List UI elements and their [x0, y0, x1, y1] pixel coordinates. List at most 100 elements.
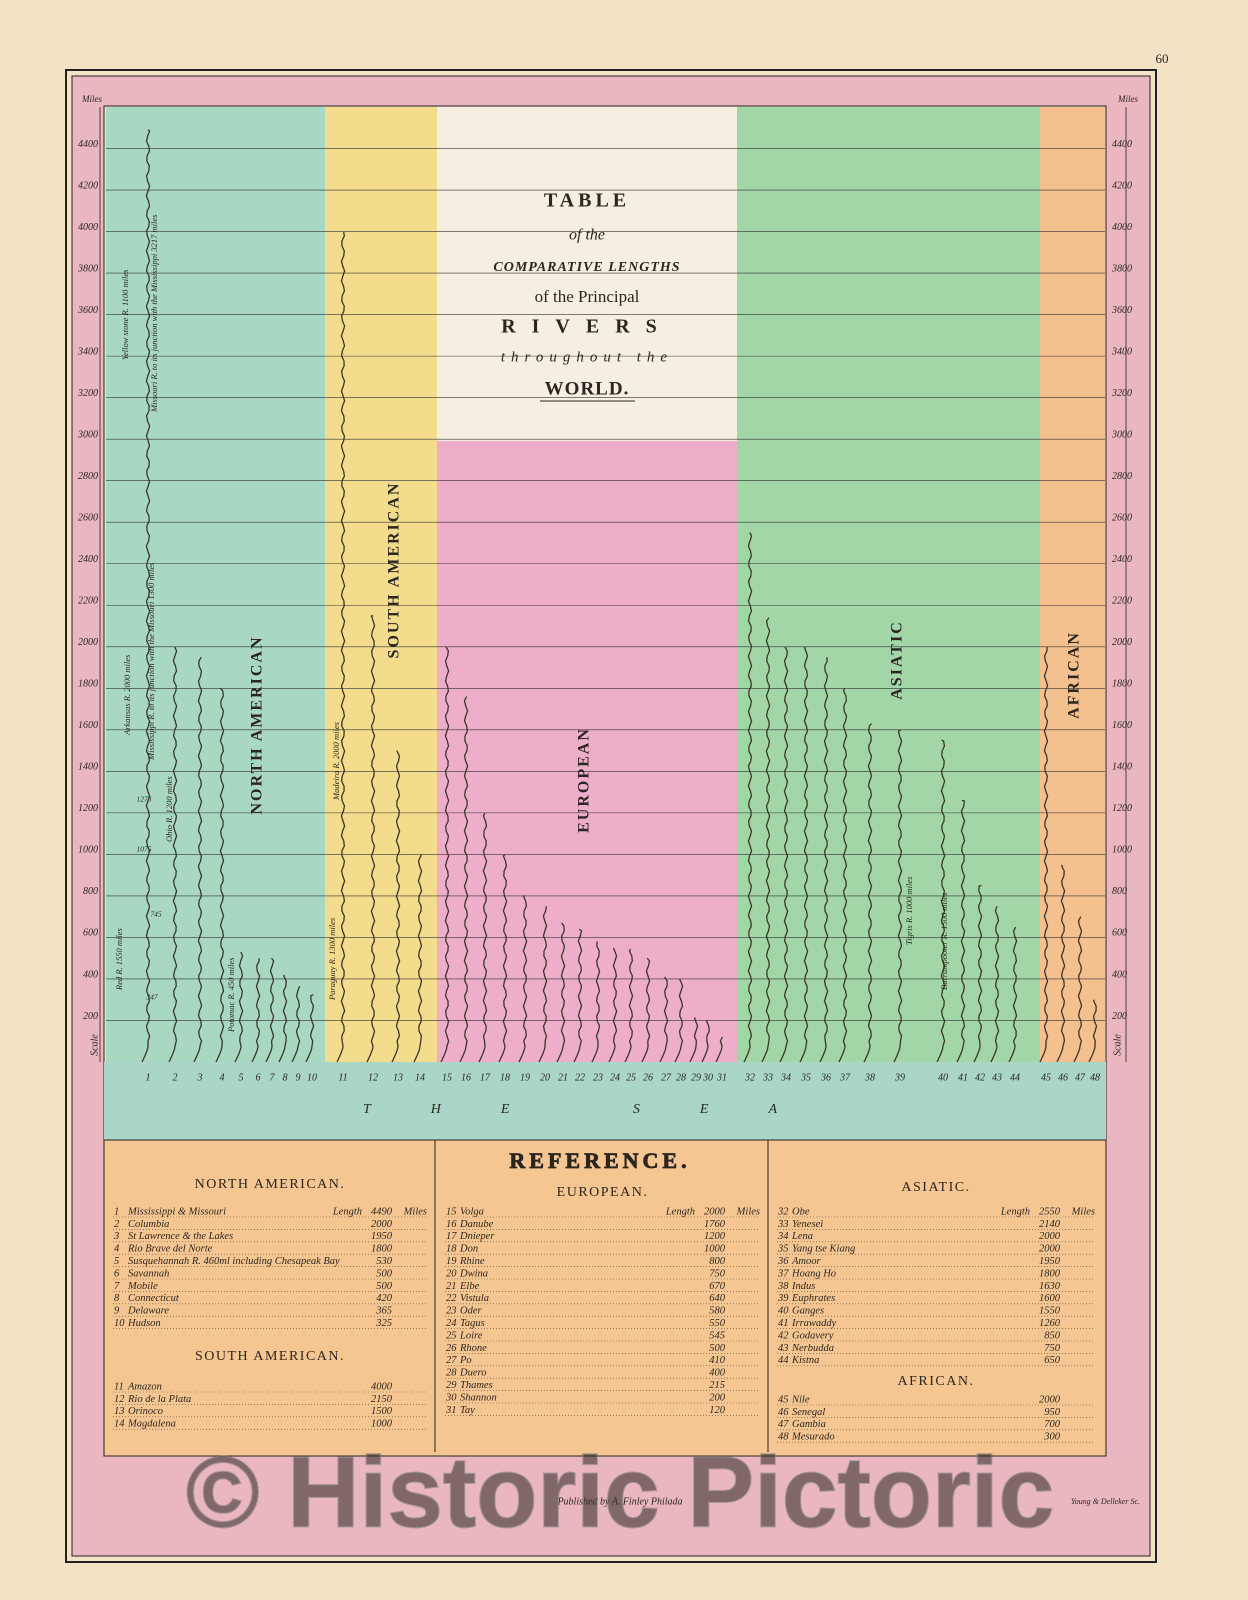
river-number: 13	[393, 1072, 403, 1083]
ref-number: 25	[446, 1330, 457, 1341]
ref-name: St Lawrence & the Lakes	[128, 1231, 233, 1242]
river	[193, 656, 203, 1063]
ref-number: 35	[777, 1244, 789, 1255]
title-line: COMPARATIVE LENGTHS	[493, 260, 680, 275]
river	[141, 129, 151, 1063]
y-unit-right: Miles	[1117, 94, 1138, 104]
ref-length: 1950	[371, 1231, 393, 1242]
river	[498, 853, 508, 1063]
ref-length: 365	[375, 1306, 392, 1317]
ref-number: 17	[446, 1231, 457, 1242]
ref-name: Columbia	[128, 1219, 169, 1230]
river-number: 41	[958, 1072, 968, 1083]
ref-length: 750	[709, 1268, 726, 1279]
river	[1056, 864, 1066, 1063]
river	[336, 231, 346, 1063]
engraver: Young & Delleker Sc.	[1071, 1497, 1140, 1506]
region-band	[325, 107, 437, 1062]
ref-name: Obe	[792, 1206, 810, 1217]
reference-heading: ASIATIC.	[901, 1180, 970, 1195]
river	[641, 957, 651, 1063]
river-number: 12	[368, 1072, 378, 1083]
river-number: 2	[173, 1072, 178, 1083]
ref-name: Amoor	[791, 1256, 821, 1267]
river-number: 40	[938, 1072, 948, 1083]
ref-length: 500	[376, 1268, 393, 1279]
river-number: 27	[661, 1072, 672, 1083]
ref-length: 420	[376, 1293, 393, 1304]
title-line: throughout the	[501, 349, 673, 365]
y-tick-label: 2200	[78, 596, 98, 607]
river-number: 44	[1010, 1072, 1020, 1083]
region-band	[737, 107, 1040, 1062]
y-tick-label: 400	[83, 969, 98, 980]
y-tick-label-right: 800	[1112, 886, 1127, 897]
ref-name: Kistna	[791, 1355, 819, 1366]
ref-name: Lena	[791, 1231, 813, 1242]
ref-number: 23	[446, 1306, 457, 1317]
annotation: Paraguay R. 1300 miles	[327, 917, 337, 1001]
ref-length: 530	[376, 1256, 393, 1267]
river-number: 1	[146, 1072, 151, 1083]
watermark: © Historic Pictoric	[186, 1436, 1054, 1548]
ref-number: 11	[114, 1381, 124, 1392]
ref-number: 36	[777, 1256, 789, 1267]
ref-length: 1260	[1039, 1318, 1061, 1329]
y-tick-label-right: 3600	[1111, 305, 1132, 316]
ref-name: Thames	[460, 1380, 493, 1391]
annotation: Burrampooter R. 1500 miles	[939, 892, 949, 990]
y-tick-label-right: 3800	[1111, 263, 1132, 274]
ref-length: 545	[709, 1330, 725, 1341]
outer-border	[65, 69, 1157, 1563]
river	[251, 958, 261, 1063]
ref-name: Dnieper	[459, 1231, 495, 1242]
river	[973, 884, 983, 1063]
y-tick-label: 1000	[78, 845, 98, 856]
reference-heading: SOUTH AMERICAN.	[195, 1349, 345, 1364]
ref-number: 18	[446, 1244, 457, 1255]
annotation: Red R. 1550 miles	[114, 927, 124, 991]
river	[538, 906, 548, 1063]
ref-length: 200	[709, 1392, 726, 1403]
y-tick-label-right: 1600	[1112, 720, 1132, 731]
river	[234, 951, 244, 1063]
y-tick-label: 3600	[77, 305, 98, 316]
river	[591, 941, 601, 1063]
river-number: 29	[691, 1072, 701, 1083]
y-tick-label: 2000	[78, 637, 98, 648]
reference-heading: EUROPEAN.	[557, 1185, 649, 1200]
title-line: WORLD.	[545, 378, 630, 399]
river-number: 45	[1041, 1072, 1051, 1083]
ref-length: 1200	[704, 1231, 726, 1242]
river	[838, 688, 848, 1063]
river-number: 7	[270, 1072, 276, 1083]
ref-name: Magdalena	[127, 1419, 176, 1430]
ref-number: 32	[777, 1206, 789, 1217]
ref-name: Duero	[459, 1368, 486, 1379]
y-tick-label-right: 4000	[1112, 222, 1132, 233]
ref-name: Po	[459, 1355, 472, 1366]
ref-number: 43	[778, 1343, 789, 1354]
ref-number: 31	[445, 1405, 457, 1416]
ref-length: 300	[1043, 1432, 1061, 1443]
river-number: 4	[220, 1072, 225, 1083]
region-label: AFRICAN	[1066, 631, 1083, 719]
ref-length: 2000	[704, 1206, 726, 1217]
ref-number: 15	[446, 1206, 457, 1217]
publisher: Published by A. Finley Philada	[556, 1496, 682, 1507]
y-tick-label: 4400	[78, 139, 98, 150]
annotation: Mississippi R. to its junction with the …	[146, 562, 156, 761]
ref-name: Mississippi & Missouri	[127, 1206, 226, 1217]
ref-number: 1	[114, 1206, 119, 1217]
river-number: 17	[480, 1072, 491, 1083]
annotation: 347	[145, 993, 158, 1002]
ref-name: Indus	[791, 1281, 815, 1292]
title-line: of the	[569, 227, 605, 244]
ref-number: 28	[446, 1368, 457, 1379]
river-number: 36	[820, 1072, 831, 1083]
river-number: 19	[520, 1072, 530, 1083]
river-number: 37	[839, 1072, 851, 1083]
river-number: 23	[593, 1072, 603, 1083]
ref-name: Mesurado	[791, 1432, 835, 1443]
annotation: Yellow stone R. 1100 miles	[120, 269, 130, 360]
